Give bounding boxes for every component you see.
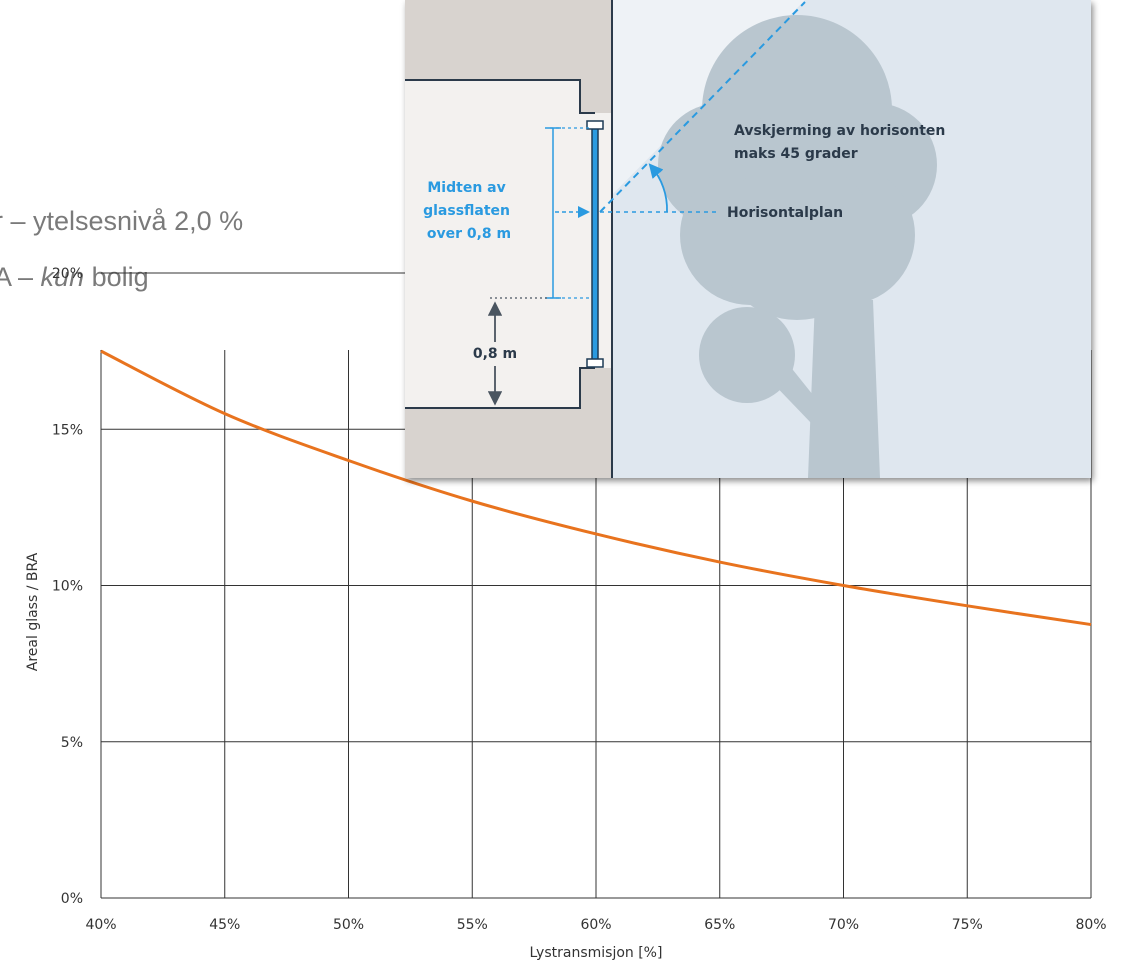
x-tick-label: 75% [952,917,983,933]
window-center-label: Midten av glassflaten over 0,8 m [423,180,515,242]
height-label: 0,8 m [473,346,517,362]
x-tick-label: 50% [333,917,364,933]
chart-title-line-1: r – ytelsesnivå 2,0 % [0,206,244,236]
x-tick-label: 70% [828,917,859,933]
x-tick-label: 40% [85,917,116,933]
y-tick-label: 0% [61,891,83,907]
y-axis-title: Areal glass / BRA [25,552,41,671]
tree-illustration [658,15,937,478]
x-tick-label: 45% [209,917,240,933]
title-line-2-prefix: A – [0,262,34,292]
tick-labels: 40% 45% 50% 55% 60% 65% 70% 75% 80% 0% 5% 10% 15% 20% [52,266,1107,933]
y-tick-label: 10% [52,579,83,595]
y-tick-label: 15% [52,422,83,438]
window-glass [591,124,599,362]
window-frame-bottom [586,358,604,368]
wall-outline [405,0,613,478]
y-tick-label: 20% [52,266,83,282]
series-line [100,349,1092,627]
window-diagram: Midten av glassflaten over 0,8 m 0,8 m H… [405,0,1091,478]
title-line-2-suffix: bolig [84,262,149,292]
chart-title-line-2: A – kun bolig [0,262,149,293]
angle-arc [648,163,668,213]
x-tick-label: 80% [1075,917,1106,933]
window-frame-top [586,120,604,130]
title-line-2-italic: kun [40,262,85,292]
room-interior [405,80,612,408]
y-tick-label: 5% [61,735,83,751]
x-tick-label: 55% [457,917,488,933]
x-tick-label: 60% [580,917,611,933]
horizon-label: Horisontalplan [727,205,843,221]
shading-angle-line [599,1,806,213]
shading-label: Avskjerming av horisonten maks 45 grader [734,123,950,162]
wall-bottom [405,408,612,478]
x-tick-label: 65% [704,917,735,933]
x-axis-title: Lystransmisjon [%] [530,945,663,961]
wall-top [405,0,612,80]
